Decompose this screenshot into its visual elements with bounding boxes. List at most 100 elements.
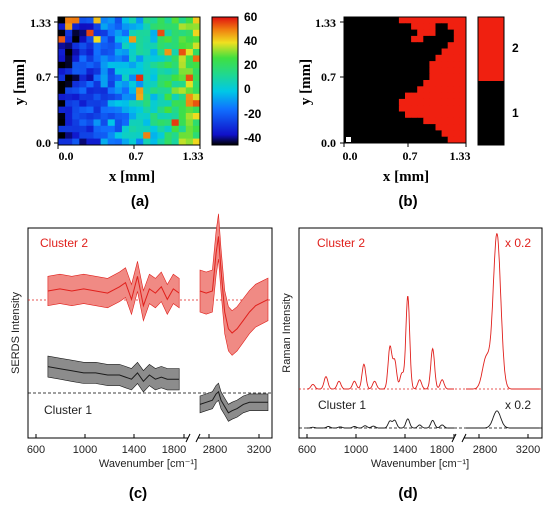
cluster-cell [350, 54, 357, 62]
heatmap-cell [129, 61, 137, 69]
cluster-cell [441, 117, 449, 125]
cluster-cell [346, 137, 351, 142]
cluster-cell [429, 136, 436, 144]
cluster-cell [350, 48, 357, 56]
cluster-cell [453, 130, 461, 138]
cluster-cell [356, 61, 363, 68]
cluster-cell [417, 124, 424, 131]
cluster-cell [441, 105, 449, 112]
cluster-cell [344, 29, 351, 37]
heatmap-cell [72, 29, 80, 37]
heatmap-cell [79, 55, 87, 63]
heatmap-cell [143, 36, 151, 43]
cluster-cell [368, 35, 375, 43]
cluster-cell [429, 54, 436, 62]
cluster-cell [411, 80, 418, 87]
cluster-cell [392, 117, 400, 125]
heatmap-cell [157, 61, 165, 69]
heatmap-cell [171, 106, 180, 114]
heatmap-cell [178, 100, 187, 107]
cluster-cell [362, 136, 369, 144]
cluster-cell [350, 124, 357, 131]
heatmap-cell [72, 132, 80, 139]
heatmap-cell [65, 132, 73, 139]
cluster-cell [447, 86, 455, 93]
heatmap-cell [164, 125, 172, 133]
cluster-cell [417, 35, 424, 43]
cluster-cell [398, 130, 406, 138]
cluster-cell [453, 117, 461, 125]
y-axis-title: Raman Intensity [281, 293, 293, 373]
heatmap-cell [171, 81, 180, 88]
cluster-cell [362, 124, 369, 131]
heatmap-cell [121, 125, 130, 133]
heatmap-cell [107, 87, 116, 95]
cluster-cell [398, 86, 406, 93]
heatmap-cell [107, 23, 116, 31]
cluster-cell [417, 29, 424, 37]
cluster-cell [386, 130, 394, 138]
series-label-cluster-2: Cluster 2 [40, 236, 88, 250]
cluster-cell [429, 61, 436, 68]
cluster-cell [417, 23, 424, 30]
cluster-cell [429, 48, 436, 56]
cluster-cell [441, 42, 449, 49]
plot-d-x-ticks: 600 1000 1400 1800 2800 3200 [298, 444, 540, 456]
heatmap-b-frame [343, 16, 467, 144]
cluster-cell [386, 136, 394, 144]
heatmap-cell [171, 100, 180, 107]
heatmap-cell [164, 119, 172, 127]
heatmap-a-frame [57, 16, 201, 146]
cluster-cell [344, 23, 351, 30]
heatmap-cell [79, 119, 87, 127]
heatmap-cell [65, 55, 73, 63]
cluster-cell [453, 111, 461, 119]
cluster-cell [447, 35, 455, 43]
heatmap-cell [93, 36, 101, 43]
heatmap-cell [79, 68, 87, 75]
cluster-cell [350, 80, 357, 87]
heatmap-cell [171, 68, 180, 75]
heatmap-cell [121, 49, 130, 56]
cluster-cell [411, 23, 418, 30]
cluster-cell [417, 17, 424, 24]
heatmap-cell [107, 119, 116, 127]
heatmap-cell [143, 138, 151, 146]
heatmap-cell [171, 93, 180, 101]
cluster-cell [380, 124, 388, 131]
cluster-cell [405, 105, 412, 112]
heatmap-cell [114, 74, 123, 82]
heatmap-cell [58, 23, 66, 31]
cluster-cell [356, 35, 363, 43]
cluster-cell [362, 105, 369, 112]
cluster-cell [423, 98, 430, 106]
heatmap-cell [79, 113, 87, 120]
heatmap-cell [58, 100, 66, 107]
cluster-cell [405, 29, 412, 37]
heatmap-cell [114, 68, 123, 75]
heatmap-cell [178, 36, 187, 43]
cluster-cell [423, 80, 430, 87]
heatmap-cell [143, 17, 151, 24]
heatmap-cell [93, 29, 101, 37]
heatmap-cell [143, 61, 151, 69]
heatmap-cell [171, 29, 180, 37]
cluster-cell [344, 130, 351, 138]
heatmap-cell [164, 29, 172, 37]
cluster-cell [417, 61, 424, 68]
heatmap-cell [72, 36, 80, 43]
cluster-cell [441, 29, 449, 37]
cluster-cell [398, 124, 406, 131]
cluster-cell [350, 111, 357, 119]
cluster-cell [368, 42, 375, 49]
heatmap-cell [114, 17, 123, 24]
cluster-cell [453, 80, 461, 87]
heatmap-cell [136, 17, 144, 24]
cluster-cell [398, 98, 406, 106]
cluster-cell [368, 105, 375, 112]
cluster-cell [405, 80, 412, 87]
cluster-cell [447, 23, 455, 30]
cluster-cell [429, 73, 436, 81]
cluster-cell [429, 17, 436, 24]
cluster-cell [350, 105, 357, 112]
